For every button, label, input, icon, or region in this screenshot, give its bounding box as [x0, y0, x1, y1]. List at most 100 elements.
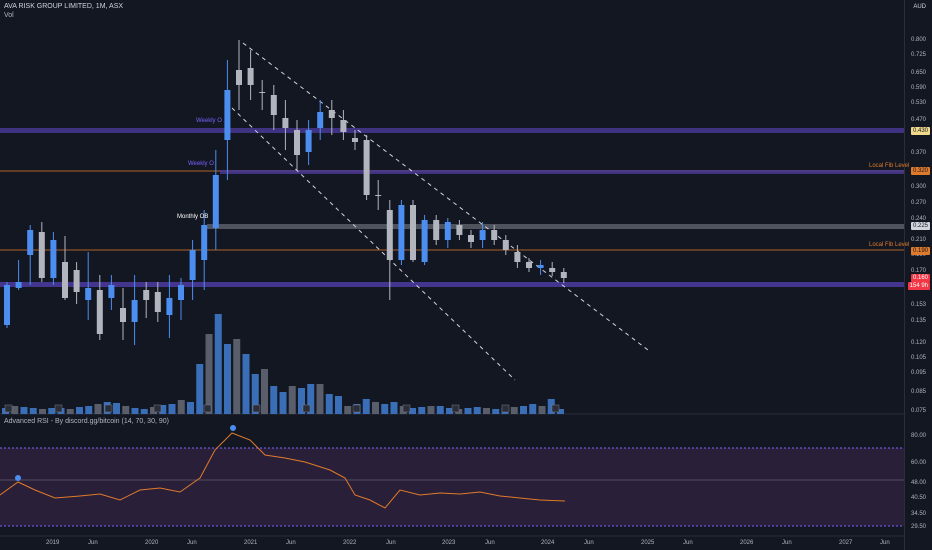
- volume-bar: [20, 407, 28, 414]
- volume-bar: [214, 314, 222, 414]
- time-tick: Jun: [187, 540, 197, 546]
- volume-bar: [316, 384, 324, 414]
- price-tag-320: 0.320: [910, 167, 930, 175]
- earnings-marker: [402, 404, 411, 413]
- volume-bar: [48, 408, 56, 414]
- candle-body: [85, 288, 92, 300]
- time-tick: 2023: [442, 540, 456, 546]
- candle-body: [456, 225, 463, 235]
- candle-body: [224, 90, 231, 140]
- volume-bar: [298, 388, 305, 414]
- candle-body: [340, 120, 347, 132]
- earnings-marker: [104, 404, 113, 413]
- price-tick: 0.210: [910, 237, 926, 243]
- candle-body: [282, 118, 289, 128]
- volume-bar: [94, 404, 102, 414]
- time-tick: 2025: [641, 540, 655, 546]
- price-tick: 0.135: [910, 318, 926, 324]
- volume-bar: [418, 407, 426, 414]
- volume-bar: [131, 408, 139, 414]
- volume-bar: [520, 406, 527, 414]
- volume-bar: [113, 403, 120, 414]
- candle-body: [62, 262, 68, 298]
- rsi-tick: 34.50: [910, 511, 926, 517]
- volume-bar: [307, 384, 315, 414]
- candle-body: [421, 220, 428, 262]
- volume-bar: [76, 407, 83, 414]
- rsi-tick: 48.00: [910, 480, 926, 486]
- time-tick: Jun: [683, 540, 693, 546]
- earnings-marker: [352, 404, 361, 413]
- volume-bar: [150, 407, 157, 414]
- volume-bar: [529, 404, 537, 414]
- candle-body: [259, 92, 266, 93]
- volume-bar: [242, 354, 250, 414]
- volume-bar: [381, 404, 389, 414]
- candle-body: [363, 140, 370, 195]
- candle-body: [154, 292, 161, 312]
- volume-bar: [279, 392, 287, 414]
- candle-body: [526, 262, 532, 268]
- channel-bottom: [231, 107, 516, 381]
- volume-bar: [29, 408, 37, 414]
- weekly-ob-zone-1: [0, 128, 905, 133]
- volume-bar: [140, 409, 148, 414]
- price-tick: 0.085: [910, 389, 926, 395]
- volume-bar: [325, 394, 333, 414]
- volume-bar: [372, 402, 379, 414]
- candle-body: [433, 220, 440, 240]
- last-price-tag: 0.160: [910, 274, 930, 282]
- time-tick: 2019: [46, 540, 60, 546]
- candle-body: [444, 222, 451, 240]
- volume-bar: [335, 396, 342, 414]
- price-tick: 0.470: [910, 117, 926, 123]
- candle-body: [305, 130, 312, 152]
- volume-bar: [473, 407, 481, 414]
- volume-bar: [362, 399, 370, 414]
- time-tick: Jun: [88, 540, 98, 546]
- candle-body: [375, 195, 382, 196]
- candle-body: [328, 110, 335, 118]
- volume-bar: [233, 339, 241, 414]
- price-tick: 0.650: [910, 70, 926, 76]
- time-tick: 2022: [343, 540, 357, 546]
- price-tag-430: 0.430: [910, 127, 930, 135]
- candle-body: [491, 230, 498, 240]
- volume-bar: [436, 406, 444, 414]
- candle-body: [352, 138, 358, 142]
- time-tick: Jun: [485, 540, 495, 546]
- channel-top: [242, 42, 649, 351]
- volume-bar: [168, 404, 176, 414]
- earnings-marker: [4, 404, 13, 413]
- candle-body: [50, 240, 57, 278]
- earnings-marker: [252, 404, 261, 413]
- volume-bar: [251, 374, 259, 414]
- volume-bar: [270, 386, 278, 414]
- volume-bar: [390, 402, 398, 414]
- candle-body: [4, 285, 10, 325]
- time-tick: Jun: [584, 540, 594, 546]
- price-tag-190: 0.190: [910, 247, 930, 255]
- symbol-title: AVA RISK GROUP LIMITED, 1M, ASX: [4, 3, 124, 10]
- candle-body: [502, 240, 509, 250]
- volume-bar: [483, 408, 490, 414]
- earnings-marker: [501, 404, 510, 413]
- earnings-marker: [551, 404, 560, 413]
- price-tick: 0.170: [910, 268, 926, 274]
- candle-body: [317, 112, 324, 128]
- rsi-tick: 60.00: [910, 460, 926, 466]
- volume-bar: [538, 406, 546, 414]
- volume-bar: [492, 409, 500, 414]
- volume-bar: [66, 409, 74, 414]
- rsi-marker-low: [15, 475, 21, 481]
- candle-body: [410, 205, 416, 260]
- volume-label: Vol: [4, 12, 14, 19]
- candle-body: [212, 175, 219, 228]
- rsi-indicator-label[interactable]: Advanced RSI - By discord.gg/bitcoin (14…: [4, 418, 169, 425]
- support-zone: [0, 282, 905, 287]
- price-tick: 0.190: [910, 252, 926, 258]
- volume-bar: [205, 334, 213, 414]
- candle-body: [386, 210, 393, 260]
- volume-bar: [409, 408, 416, 414]
